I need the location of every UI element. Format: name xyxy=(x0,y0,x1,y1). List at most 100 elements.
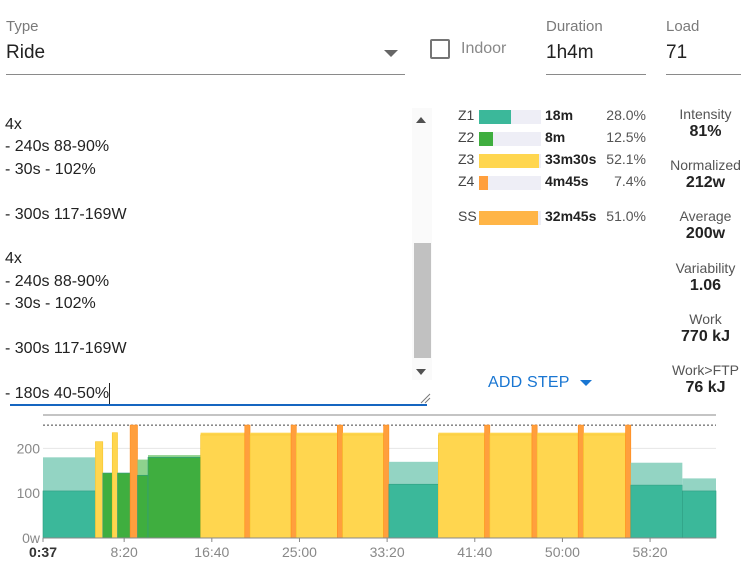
indoor-label: Indoor xyxy=(461,40,507,57)
x-tick-label: 8:20 xyxy=(111,544,138,560)
interval-bar xyxy=(129,424,138,539)
zone-bar-track xyxy=(479,132,541,146)
editor-line: 4x xyxy=(5,116,22,133)
interval-bar xyxy=(111,432,118,539)
zone-bar-fill xyxy=(479,211,538,225)
zone-bar-track xyxy=(479,176,541,190)
scroll-down-icon[interactable] xyxy=(416,369,426,375)
interval-range-bar xyxy=(43,457,96,491)
x-tick-label: 50:00 xyxy=(545,544,580,560)
stat-label: Work xyxy=(689,311,722,327)
editor-scrollbar-thumb[interactable] xyxy=(414,243,431,358)
zone-bar-fill xyxy=(479,132,494,146)
resize-handle-icon[interactable] xyxy=(420,393,431,404)
zone-name: Z3 xyxy=(458,151,475,167)
stat-label: Average xyxy=(679,208,732,224)
add-step-dropdown-icon xyxy=(579,379,592,386)
stat-value: 212w xyxy=(685,174,726,191)
zone-bar-fill xyxy=(479,110,512,124)
x-tick-label: 0:37 xyxy=(29,544,57,560)
x-tick-label: 58:20 xyxy=(633,544,668,560)
editor-line: - 300s 117-169W xyxy=(5,340,127,358)
type-label: Type xyxy=(6,18,39,35)
stat-value: 76 kJ xyxy=(685,379,726,396)
zone-percent: 52.1% xyxy=(606,151,646,167)
zone-time: 18m xyxy=(545,107,574,123)
workout-power-chart[interactable]: 0w 100 200 0:37 8:20 16:40 25:00 33:20 41:40 50:0… xyxy=(0,412,753,573)
interval-range-bar xyxy=(583,432,626,435)
duration-input[interactable]: 1h4m xyxy=(546,42,594,63)
interval-range-bar xyxy=(200,432,245,435)
y-tick-label: 0w xyxy=(22,530,41,546)
y-tick-label: 100 xyxy=(17,485,41,501)
interval-bar xyxy=(577,424,584,539)
editor-line: - 300s 117-169W xyxy=(5,205,127,223)
interval-bar xyxy=(337,424,343,539)
interval-bar xyxy=(147,457,201,539)
load-label: Load xyxy=(666,18,700,35)
workout-editor-text: 4x - 240s 88-90% - 30s - 102% - 300s 117-1… xyxy=(5,114,127,404)
zone-distribution: Z1 18m 28.0% Z2 8m 12.5% Z3 33m30s 52.1% Z4 4m45s 7… xyxy=(458,107,658,227)
x-tick-label: 25:00 xyxy=(282,544,317,560)
interval-bar xyxy=(625,424,632,539)
zone-name: Z2 xyxy=(458,129,475,145)
interval-bar xyxy=(489,434,533,539)
interval-bar xyxy=(249,434,292,539)
editor-line xyxy=(5,226,127,248)
add-step-button[interactable]: ADD STEP xyxy=(488,374,592,392)
interval-range-bar xyxy=(296,432,338,435)
duration-label: Duration xyxy=(546,18,603,35)
stat-label: Variability xyxy=(675,260,736,276)
stat-variability: Variability 1.06 xyxy=(658,260,753,295)
indoor-checkbox[interactable] xyxy=(430,39,450,59)
zone-time: 32m45s xyxy=(545,208,597,224)
editor-line: - 30s - 102% xyxy=(5,295,96,313)
zone-name: Z1 xyxy=(458,107,475,123)
interval-bar xyxy=(296,434,338,539)
interval-range-bar xyxy=(388,461,439,485)
stat-value: 200w xyxy=(685,225,726,242)
y-tick-label: 200 xyxy=(17,440,41,456)
interval-bar xyxy=(583,434,626,539)
zone-row-z3: Z3 33m30s 52.1% xyxy=(458,151,648,169)
interval-bar xyxy=(200,434,246,539)
stat-value: 770 kJ xyxy=(681,328,730,345)
zone-percent: 51.0% xyxy=(606,208,646,224)
zone-row-z4: Z4 4m45s 7.4% xyxy=(458,173,648,191)
stat-label: Normalized xyxy=(670,157,741,173)
zone-bar-track xyxy=(479,154,541,168)
editor-line: - 240s 88-90% xyxy=(5,138,110,156)
interval-bar xyxy=(383,424,390,539)
zone-bar-fill xyxy=(479,176,488,190)
editor-line xyxy=(5,181,127,203)
x-tick-label: 16:40 xyxy=(194,544,229,560)
interval-bar xyxy=(102,472,113,539)
dropdown-arrow-icon xyxy=(384,50,398,57)
editor-line xyxy=(5,360,127,382)
stat-work-ftp: Work>FTP 76 kJ xyxy=(658,362,753,397)
zone-time: 33m30s xyxy=(545,151,597,167)
interval-bar xyxy=(536,434,579,539)
zone-bar-fill xyxy=(479,154,539,168)
add-step-label: ADD STEP xyxy=(488,374,570,391)
interval-bar xyxy=(117,472,131,539)
zone-percent: 28.0% xyxy=(606,107,646,123)
interval-bar xyxy=(244,424,251,539)
workout-editor[interactable]: 4x - 240s 88-90% - 30s - 102% - 300s 117-1… xyxy=(0,108,412,404)
zone-row-z1: Z1 18m 28.0% xyxy=(458,107,648,125)
editor-line: - 180s 40-50% xyxy=(5,382,111,404)
zone-percent: 12.5% xyxy=(606,129,646,145)
editor-focus-underline xyxy=(10,404,427,406)
interval-bar xyxy=(388,483,439,539)
stat-normalized: Normalized 212w xyxy=(658,157,753,192)
type-select[interactable]: Ride xyxy=(0,36,405,74)
load-input[interactable]: 71 xyxy=(666,42,688,63)
interval-range-bar xyxy=(682,478,716,491)
stat-intensity: Intensity 81% xyxy=(658,106,753,141)
scroll-up-icon[interactable] xyxy=(416,117,426,123)
interval-bar xyxy=(630,484,683,539)
interval-range-bar xyxy=(489,432,532,435)
interval-bar xyxy=(531,424,538,539)
interval-range-bar xyxy=(342,432,384,435)
zone-name: SS xyxy=(458,208,477,224)
